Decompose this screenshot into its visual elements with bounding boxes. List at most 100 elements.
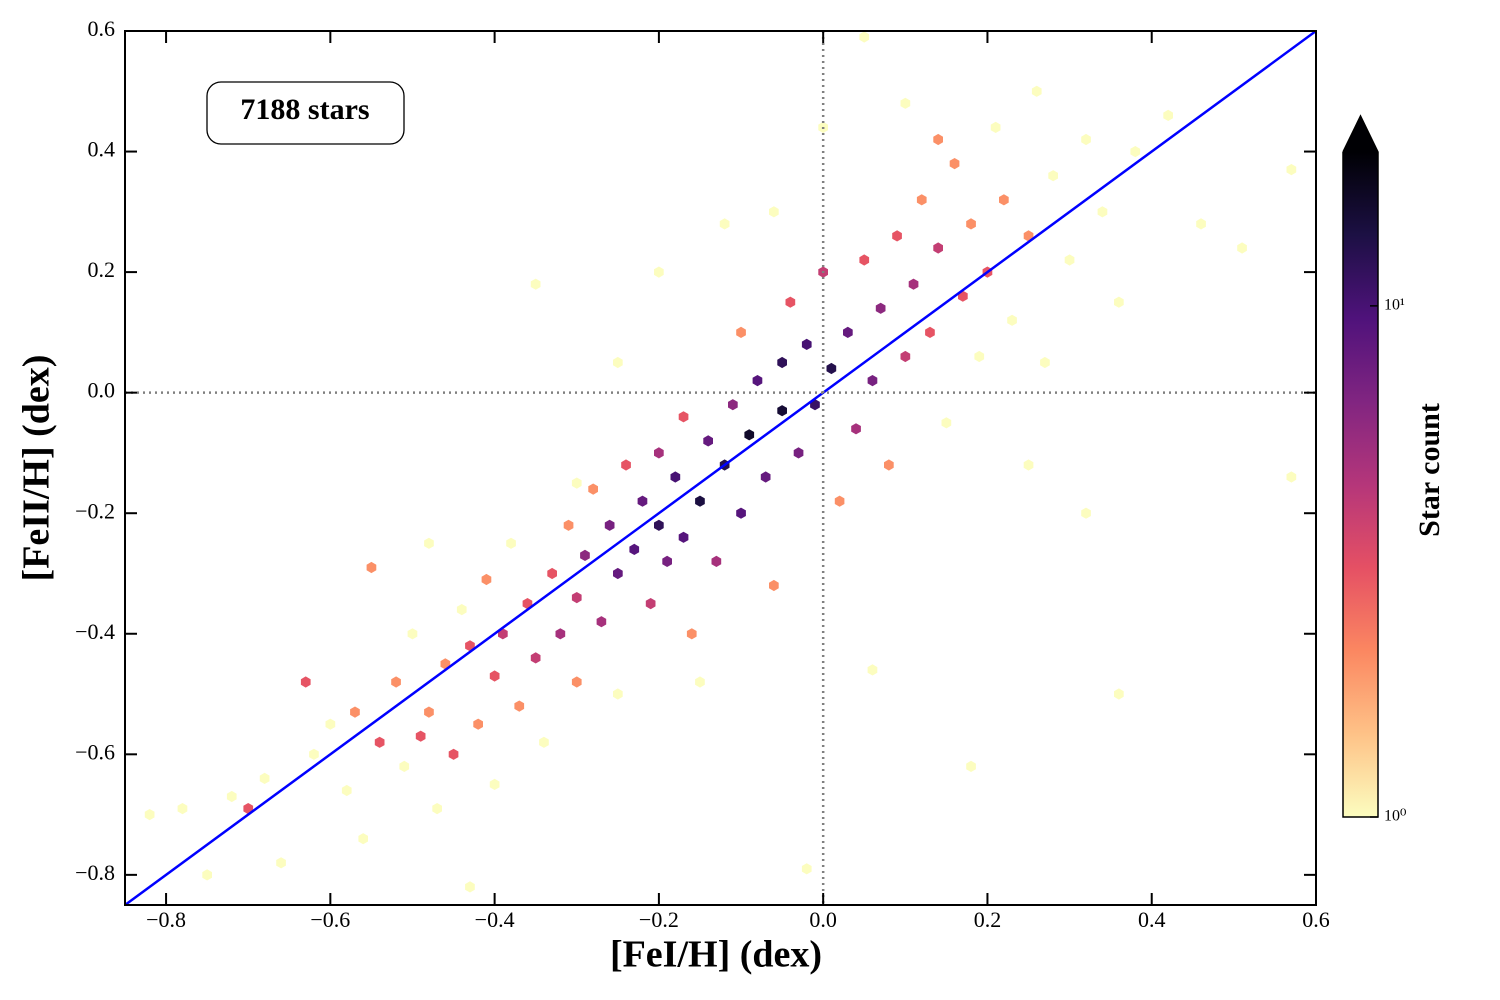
- hexbin-cell: [202, 869, 212, 881]
- hexbin-cell: [999, 194, 1009, 206]
- hexbin-cell: [1031, 85, 1042, 97]
- hexbin-cell: [613, 688, 623, 700]
- hexbin-cell: [966, 218, 976, 230]
- hexbin-cell: [489, 670, 500, 682]
- y-tick-label: −0.4: [75, 619, 115, 644]
- hexbin-cell: [1023, 459, 1034, 471]
- x-tick-label: −0.6: [310, 907, 350, 932]
- hexbin-cell: [843, 326, 853, 338]
- hexbin-cell: [900, 97, 911, 109]
- hexbin-cell: [793, 447, 804, 459]
- hexbin-cell: [695, 676, 705, 688]
- hexbin-cell: [785, 296, 796, 308]
- axes: −0.8 −0.6 −0.4 −0.2 0.0 0.2 0.4 0.6 −0.8 −0.6 −0.4…: [75, 16, 1330, 932]
- hexbin-cell: [654, 266, 664, 278]
- hexbin-cell: [777, 405, 787, 417]
- hexbin-cell: [703, 435, 713, 447]
- colorbar-extend: [1343, 116, 1378, 152]
- hexbin-cell: [473, 718, 483, 730]
- hexbin-cell: [481, 573, 492, 586]
- hexbin-cell: [719, 218, 730, 230]
- hexbin-cell: [547, 567, 557, 580]
- hexbin-cell: [974, 350, 985, 363]
- y-tick-label: 0.4: [88, 137, 116, 162]
- hexbin-cell: [875, 302, 886, 314]
- hexbin-cell: [1097, 206, 1108, 218]
- x-axis-label: [FeI/H] (dex): [610, 934, 822, 976]
- hexbin-cell: [391, 676, 401, 688]
- hexbin-cell: [489, 778, 500, 790]
- hexbin-cell: [399, 760, 410, 772]
- hexbin-cell: [769, 206, 779, 218]
- identity-line: [125, 31, 1316, 905]
- hexbin-cell: [933, 242, 943, 254]
- hexbin-cell: [448, 748, 459, 760]
- hexbin-cell: [744, 429, 755, 441]
- hexbin-cell: [506, 537, 516, 549]
- hexbin-cell: [801, 338, 812, 350]
- hexbin-cell: [1081, 133, 1091, 146]
- hexbin-cell: [884, 459, 894, 471]
- hexbin-cell: [539, 736, 549, 748]
- hexbin-cell: [571, 477, 582, 489]
- hexbin-cell: [555, 628, 566, 640]
- hexbin-cell: [300, 676, 311, 688]
- hexbin-cell: [769, 579, 779, 592]
- hexbin-cell: [415, 730, 426, 742]
- hexbin-cell: [867, 664, 878, 676]
- reference-lines: [125, 31, 1316, 905]
- hexbin-cell: [859, 254, 870, 266]
- hexbin-cell: [144, 809, 155, 821]
- hexbin-cell: [407, 628, 418, 640]
- colorbar-label: Star count: [1413, 403, 1446, 537]
- hexbin-cell: [1114, 688, 1124, 700]
- annotation: 7188 stars: [240, 93, 369, 126]
- hexbin-cell: [678, 411, 689, 423]
- hexbin-cell: [325, 718, 336, 730]
- x-tick-label: 0.6: [1302, 907, 1330, 932]
- hexbin-cell: [276, 857, 286, 869]
- hexbin-cell: [662, 555, 672, 567]
- hexbin-cell: [530, 278, 541, 290]
- hexbin-cell: [1196, 218, 1206, 230]
- hexbin-cell: [374, 736, 385, 748]
- hexbin-cell: [571, 676, 582, 688]
- hexbin-cell: [604, 519, 615, 531]
- hexbin-cell: [530, 652, 541, 664]
- hexbin-cell: [925, 326, 935, 338]
- hexbin-cell: [736, 507, 746, 519]
- hexbin-cell: [226, 790, 237, 803]
- hexbin-cell: [465, 881, 475, 893]
- hexbin-cell: [1163, 109, 1173, 121]
- hexbin-cell: [1040, 356, 1050, 369]
- hexbin-cell: [777, 356, 787, 369]
- hexbin-cell: [629, 543, 640, 555]
- y-tick-label: −0.2: [75, 498, 115, 523]
- hexbin-cell: [760, 471, 771, 483]
- hexbin-cell: [752, 375, 763, 387]
- hexbin-cell: [908, 278, 919, 290]
- hexbin-cell: [1048, 170, 1058, 182]
- y-axis-label: [FeII/H] (dex): [16, 355, 58, 582]
- hexbin-cell: [686, 628, 697, 640]
- y-tick-label: 0.2: [88, 257, 116, 282]
- hexbin-cell: [309, 748, 319, 760]
- hexbin-cell: [563, 519, 574, 531]
- y-tick-label: 0.6: [88, 16, 116, 41]
- hexbin-cell: [678, 531, 689, 543]
- hexbin-cell: [456, 604, 467, 616]
- y-tick-label: 0.0: [88, 378, 116, 403]
- y-tick-label: −0.8: [75, 860, 115, 885]
- hexbin-cell: [736, 326, 746, 338]
- annotation-box: [206, 81, 405, 145]
- hexbin-cell: [1114, 296, 1124, 308]
- hexbin-cell: [1081, 507, 1091, 519]
- hexbin-cell: [851, 423, 861, 435]
- hexbin-cell: [654, 447, 664, 459]
- hexbin-cell: [580, 549, 590, 561]
- colorbar-frame: [1342, 114, 1379, 818]
- hexbin-cell: [366, 561, 377, 574]
- hexbin-cell: [432, 803, 442, 815]
- hexbin-cell: [637, 495, 648, 507]
